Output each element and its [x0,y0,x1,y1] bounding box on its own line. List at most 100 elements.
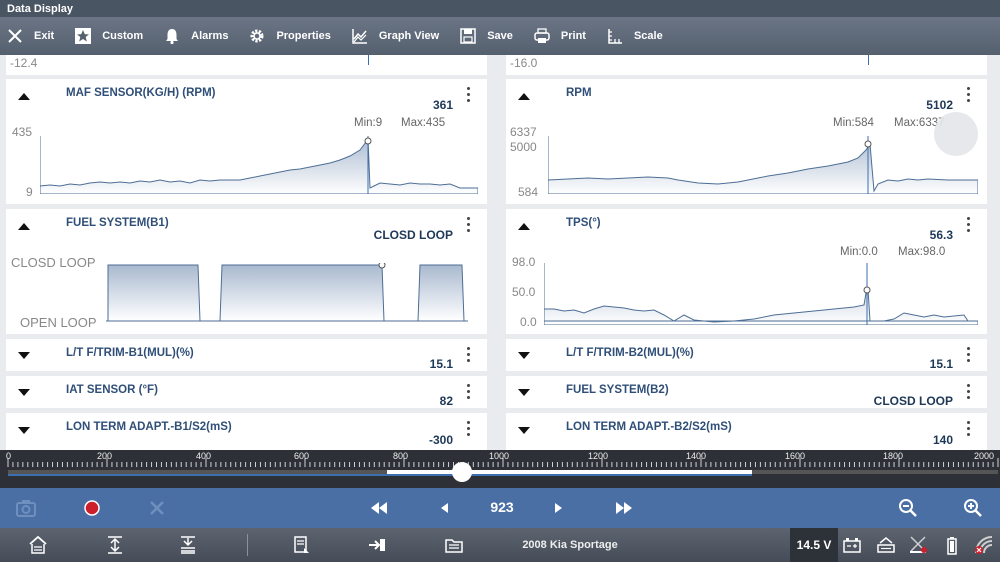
row-value: 15.1 [929,357,953,371]
collapse-arrow-icon[interactable] [518,223,530,230]
folder-icon[interactable] [444,535,464,555]
connect-icon[interactable] [367,535,387,555]
scale-button[interactable]: Scale [606,27,663,45]
custom-button[interactable]: Custom [74,27,143,45]
row-title: L/T F/TRIM-B2(MUL)(%) [566,347,694,359]
expand-arrow-icon[interactable] [18,427,30,434]
y-axis-mid: 5000 [510,140,537,154]
row-title: LON TERM ADAPT.-B2/S2(mS) [566,421,732,433]
save-label: Save [487,30,513,42]
timeline-progress [8,474,752,476]
properties-label: Properties [276,30,331,42]
y-axis-top: 435 [12,125,33,139]
lon-term-adapt-b1-row[interactable]: LON TERM ADAPT.-B1/S2(mS) -300 [6,413,487,450]
row-value: 82 [439,394,453,408]
camera-icon[interactable] [14,496,38,520]
rpm-panel[interactable]: RPM 5102 Min:584 Max:6337 6337 5000 584 [506,79,987,204]
fast-rewind-icon[interactable] [367,496,391,520]
record-icon[interactable] [80,496,104,520]
exit-button[interactable]: Exit [6,27,54,45]
network-error-icon [910,536,927,553]
row-title: IAT SENSOR (°F) [66,384,158,396]
y-axis-bottom: 584 [518,185,539,199]
collapse-arrow-icon[interactable] [18,93,30,100]
printer-icon [534,28,550,43]
lon-term-adapt-b2-row[interactable]: LON TERM ADAPT.-B2/S2(mS) 140 [506,413,987,450]
wifi-off-icon [975,536,993,554]
home-icon[interactable] [28,535,48,555]
row-value: -300 [428,433,453,447]
collapse-arrow-icon[interactable] [18,223,30,230]
alarms-label: Alarms [191,30,229,42]
max-label: Max:98.0 [898,246,946,258]
panel-title: MAF SENSOR(KG/H) (RPM) [66,87,216,99]
more-menu-icon[interactable] [467,87,471,105]
more-menu-icon[interactable] [967,347,971,365]
collapse-all-icon[interactable] [178,535,198,555]
step-forward-icon[interactable] [546,496,570,520]
vci-connection-icon [877,537,895,553]
device-battery-icon [947,537,957,555]
more-menu-icon[interactable] [967,217,971,235]
timeline-scrubber[interactable]: 0 200 400 600 800 1000 1200 1400 1600 18… [0,450,1000,488]
max-label: Max:435 [401,117,446,129]
more-menu-icon[interactable] [967,87,971,105]
tps-panel[interactable]: TPS(°) 56.3 Min:0.0 Max:98.0 98.0 50.0 0… [506,209,987,334]
expand-arrow-icon[interactable] [18,389,30,396]
maf-sensor-panel[interactable]: MAF SENSOR(KG/H) (RPM) 361 Min:9 Max:435… [6,79,487,204]
zoom-in-icon[interactable] [961,496,985,520]
tick-label: 1400 [686,451,707,461]
ltft-b2-row[interactable]: L/T F/TRIM-B2(MUL)(%) 15.1 [506,339,987,371]
iat-sensor-row[interactable]: IAT SENSOR (°F) 82 [6,376,487,408]
timeline-ruler [7,458,999,467]
zoom-out-icon[interactable] [896,496,920,520]
expand-all-icon[interactable] [105,535,125,555]
more-menu-icon[interactable] [467,384,471,402]
panel-title: RPM [566,87,592,99]
partial-panel-right: -16.0 [506,55,987,75]
more-menu-icon[interactable] [467,421,471,439]
step-back-icon[interactable] [433,496,457,520]
exit-label: Exit [34,30,55,42]
vehicle-name: 2008 Kia Sportage [522,539,618,551]
min-label: Min:0.0 [840,246,878,258]
ltft-b1-row[interactable]: L/T F/TRIM-B1(MUL)(%) 15.1 [6,339,487,371]
vehicle-battery-icon [843,538,861,553]
more-menu-icon[interactable] [967,421,971,439]
partial-right-value: -16.0 [510,56,538,70]
timeline-thumb[interactable] [452,462,472,482]
custom-label: Custom [102,30,144,42]
expand-arrow-icon[interactable] [518,352,530,359]
fast-forward-icon[interactable] [612,496,636,520]
report-icon[interactable] [292,535,312,555]
clear-icon[interactable] [145,496,169,520]
scale-icon [608,29,622,44]
tick-label: 2000 [974,451,995,461]
tick-label: 1800 [883,451,904,461]
floating-button[interactable] [934,112,978,156]
panel-value: CLOSD LOOP [373,228,453,242]
expand-arrow-icon[interactable] [518,389,530,396]
more-menu-icon[interactable] [967,384,971,402]
fuel-system-b1-panel[interactable]: FUEL SYSTEM(B1) CLOSD LOOP CLOSD LOOP OP… [6,209,487,334]
properties-button[interactable]: Properties [248,27,331,45]
collapse-arrow-icon[interactable] [518,93,530,100]
print-label: Print [560,30,586,42]
alarms-button[interactable]: Alarms [163,27,228,45]
expand-arrow-icon[interactable] [18,352,30,359]
more-menu-icon[interactable] [467,217,471,235]
y-axis-mid: 50.0 [512,285,536,299]
row-value: CLOSD LOOP [873,394,953,408]
timeline-buffer [387,470,752,474]
partial-left-value: -12.4 [10,56,38,70]
star-icon [75,28,92,44]
print-button[interactable]: Print [533,27,586,45]
save-button[interactable]: Save [459,27,513,45]
fuel-system-b2-row[interactable]: FUEL SYSTEM(B2) CLOSD LOOP [506,376,987,408]
more-menu-icon[interactable] [467,347,471,365]
tick-label: 1000 [489,451,510,461]
graph-view-button[interactable]: Graph View [351,27,439,45]
data-display-area: -12.4 -16.0 MAF SENSOR(KG/H) (RPM) 361 M… [0,55,1000,450]
expand-arrow-icon[interactable] [518,427,530,434]
tick-label: 1600 [785,451,806,461]
